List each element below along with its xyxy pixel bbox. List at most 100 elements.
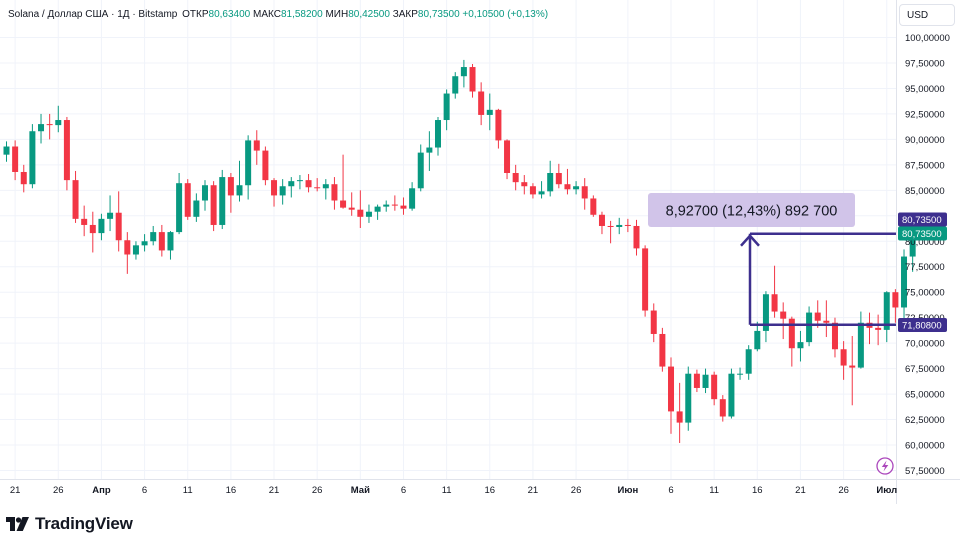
candle-body	[728, 373, 735, 417]
measure-label-box[interactable]	[648, 193, 855, 227]
candle	[107, 195, 114, 232]
candle-body	[616, 224, 623, 227]
high-value: 81,58200	[280, 9, 323, 20]
currency-button[interactable]: USD	[899, 4, 955, 26]
candle	[762, 291, 769, 343]
candle-body	[365, 211, 372, 217]
candle-body	[331, 184, 338, 201]
candle-body	[693, 373, 700, 388]
candle	[443, 89, 450, 131]
price-range-measure[interactable]: 8,92700 (12,43%) 892 700	[648, 193, 896, 326]
candle	[124, 232, 131, 274]
x-tick-label: 26	[312, 485, 323, 496]
y-tick-label: 57,50000	[905, 466, 945, 477]
change-value: +0,10500 (+0,13%)	[462, 9, 549, 20]
candle-body	[409, 188, 416, 209]
candle-body	[788, 318, 795, 349]
high-label: МАКС	[253, 9, 281, 20]
candle-body	[676, 411, 683, 423]
candle-body	[780, 311, 787, 319]
candle	[555, 163, 562, 189]
x-tick-label: 21	[528, 485, 539, 496]
candle-body	[901, 256, 908, 308]
candle-body	[659, 333, 666, 367]
candle-body	[236, 185, 243, 196]
price-tag-base: 71,80800	[902, 321, 942, 332]
candle	[814, 300, 821, 328]
candle-body	[55, 120, 62, 126]
candle	[607, 220, 614, 244]
candle-body	[348, 207, 355, 210]
candle-body	[831, 322, 838, 350]
measure-label-text: 8,92700 (12,43%) 892 700	[666, 204, 838, 220]
candle	[348, 192, 355, 216]
candle	[374, 204, 381, 220]
candle	[262, 146, 269, 186]
candle-body	[141, 241, 148, 246]
tradingview-logo[interactable]: TradingView	[6, 514, 133, 534]
candle-body	[573, 186, 580, 190]
y-tick-label: 95,00000	[905, 84, 945, 95]
candle-body	[12, 146, 19, 172]
candle-body	[650, 310, 657, 334]
open-value: 80,63400	[208, 9, 251, 20]
symbol-legend: Solana / Доллар США · 1Д · Bitstamp ОТКР…	[8, 9, 548, 20]
x-tick-label: 21	[269, 485, 280, 496]
candle	[357, 190, 364, 229]
x-tick-label: Май	[351, 485, 370, 496]
candle	[598, 211, 605, 235]
y-tick-label: 62,50000	[905, 415, 945, 426]
low-label: МИН	[325, 9, 349, 20]
candle	[55, 105, 62, 133]
open-label: ОТКР	[182, 9, 209, 20]
candle	[63, 116, 70, 191]
candle-body	[124, 240, 131, 255]
candle-body	[184, 183, 191, 217]
candle	[512, 164, 519, 191]
candle	[469, 63, 476, 98]
y-tick-label: 70,00000	[905, 339, 945, 350]
candle	[693, 369, 700, 393]
candle-body	[81, 218, 88, 225]
candle-body	[762, 294, 769, 331]
candle-body	[512, 173, 519, 183]
candle	[728, 368, 735, 419]
candle	[685, 366, 692, 431]
candle-body	[262, 150, 269, 181]
candle	[435, 116, 441, 156]
candle	[219, 169, 226, 230]
candle-body	[314, 187, 321, 189]
candle-body	[20, 171, 27, 185]
candle-body	[495, 109, 502, 141]
candle	[711, 371, 718, 406]
candle	[141, 234, 148, 252]
candle	[901, 249, 908, 320]
candle-body	[72, 180, 79, 219]
price-axis[interactable]: 100,00000 97,50000 95,00000 92,50000 90,0000…	[905, 33, 950, 477]
candle-body	[340, 200, 347, 208]
candle	[521, 175, 528, 195]
candle	[426, 131, 433, 171]
candle	[452, 72, 459, 99]
y-tick-label: 85,00000	[905, 186, 945, 197]
candle-body	[210, 185, 217, 225]
candle	[650, 303, 657, 343]
candle	[486, 93, 493, 131]
candle-body	[642, 248, 649, 311]
symbol-title[interactable]: Solana / Доллар США · 1Д · Bitstamp	[8, 9, 178, 20]
candle-body	[132, 245, 139, 255]
candle	[538, 181, 545, 199]
alert-lightning-icon[interactable]	[876, 457, 894, 475]
candle	[46, 113, 53, 140]
candle	[581, 178, 588, 210]
candle	[296, 175, 303, 190]
candle-body	[426, 147, 433, 153]
candle	[642, 245, 649, 317]
candle	[529, 183, 536, 199]
time-axis[interactable]: 21 26 Апр 6 11 16 21 26 Май 6 11 16 21 26 Июн 6 11 16 21 26…	[10, 485, 897, 496]
candle-body	[607, 225, 614, 227]
close-value: 80,73500	[417, 9, 460, 20]
candle	[504, 139, 511, 180]
candle	[288, 177, 295, 198]
